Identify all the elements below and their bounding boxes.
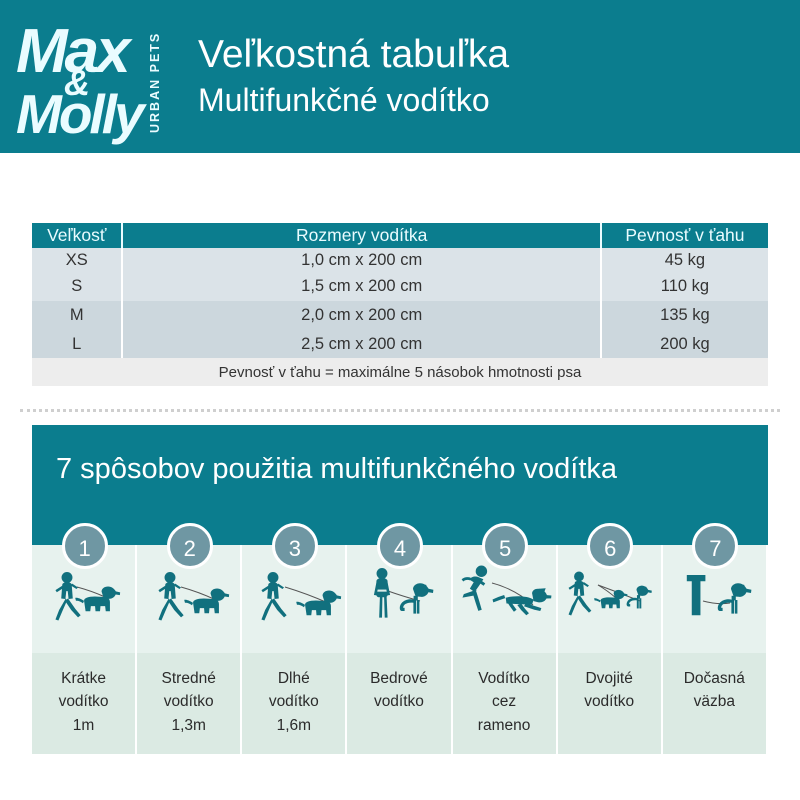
svg-text:URBAN PETS: URBAN PETS bbox=[148, 32, 162, 133]
svg-text:Molly: Molly bbox=[16, 83, 147, 145]
